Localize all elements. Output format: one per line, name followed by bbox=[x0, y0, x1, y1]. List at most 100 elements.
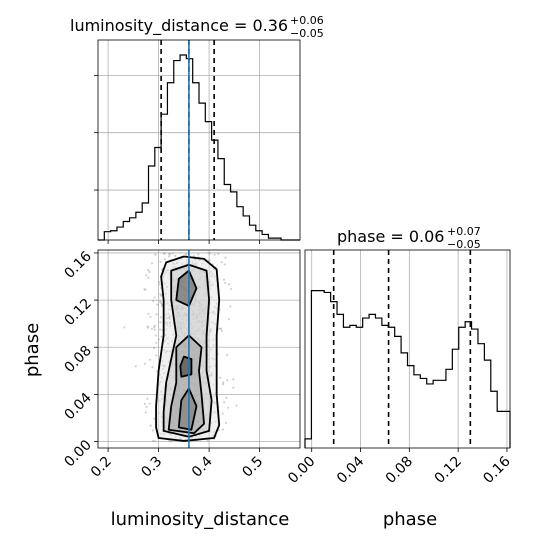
sample-point bbox=[160, 294, 163, 297]
sample-point bbox=[153, 347, 156, 350]
sample-point bbox=[224, 281, 227, 285]
sample-point bbox=[147, 269, 150, 272]
x-tick-label: 0.16 bbox=[480, 453, 513, 486]
sample-point bbox=[159, 328, 162, 331]
sample-point bbox=[154, 334, 157, 337]
sample-point bbox=[219, 376, 222, 379]
sample-point bbox=[225, 353, 229, 356]
phase-histogram-panel: 0.00 0.04 0.08 0.12 0.16 phase = 0.06 +0.07 … bbox=[285, 225, 514, 530]
sample-point bbox=[144, 288, 147, 291]
sample-point bbox=[229, 305, 232, 308]
sample-point bbox=[224, 256, 227, 259]
sample-point bbox=[148, 402, 151, 405]
sample-point bbox=[218, 327, 222, 330]
sample-point bbox=[160, 303, 164, 306]
sample-point bbox=[150, 327, 154, 331]
x-tick-label: 0.5 bbox=[239, 454, 266, 481]
x-tick-label: 0.3 bbox=[138, 454, 165, 481]
sample-point bbox=[159, 293, 162, 296]
phase-histogram-line bbox=[304, 290, 511, 448]
ld-hist-ticks bbox=[94, 74, 261, 244]
sample-point bbox=[134, 365, 137, 368]
sample-point bbox=[226, 379, 229, 382]
sample-point bbox=[150, 262, 154, 265]
sample-point bbox=[221, 428, 225, 431]
y-tick-label: 0.04 bbox=[61, 390, 94, 423]
sample-point bbox=[148, 358, 152, 361]
sample-point bbox=[219, 327, 222, 330]
sample-point bbox=[143, 288, 146, 291]
contour-line bbox=[179, 355, 193, 378]
credible-contours bbox=[155, 255, 221, 442]
sample-point bbox=[168, 253, 171, 256]
sample-point bbox=[156, 303, 159, 306]
sample-point bbox=[157, 338, 160, 341]
contour-line bbox=[175, 269, 198, 307]
y-tick-label: 0.12 bbox=[61, 296, 94, 329]
sample-point bbox=[153, 296, 156, 299]
sample-point bbox=[151, 429, 155, 432]
sample-point bbox=[217, 252, 220, 255]
sample-point bbox=[174, 254, 177, 257]
sample-point bbox=[147, 276, 150, 279]
sample-point bbox=[206, 439, 209, 442]
x-tick-label: 0.12 bbox=[432, 454, 465, 487]
contour-ylabel: phase bbox=[22, 323, 43, 377]
sample-point bbox=[158, 281, 161, 284]
sample-point bbox=[227, 406, 230, 409]
sample-point bbox=[232, 378, 235, 381]
ld-title-text: luminosity_distance = 0.36 bbox=[70, 16, 288, 36]
sample-point bbox=[151, 366, 154, 369]
density-fill bbox=[176, 270, 197, 306]
sample-point bbox=[163, 258, 166, 261]
x-tick-label: 0.00 bbox=[285, 454, 318, 487]
sample-point bbox=[153, 328, 156, 331]
sample-point bbox=[154, 253, 157, 256]
phase-quantile-lines bbox=[332, 250, 472, 448]
sample-point bbox=[163, 252, 166, 255]
sample-point bbox=[223, 401, 226, 404]
phase-title: phase = 0.06 bbox=[337, 227, 444, 246]
sample-point bbox=[151, 439, 155, 442]
contour-xlabel: luminosity_distance bbox=[111, 509, 290, 530]
sample-point bbox=[208, 259, 211, 262]
sample-point bbox=[225, 396, 228, 399]
y-tick-label: 0.16 bbox=[61, 248, 94, 281]
sample-point bbox=[159, 260, 162, 263]
sample-point bbox=[171, 252, 174, 255]
sample-point bbox=[169, 440, 172, 443]
sample-point bbox=[197, 253, 200, 256]
sample-point bbox=[158, 283, 161, 286]
sample-point bbox=[184, 252, 187, 256]
sample-point bbox=[159, 300, 162, 303]
ld-title-minus: −0.05 bbox=[290, 27, 324, 40]
sample-point bbox=[220, 329, 224, 332]
sample-point bbox=[151, 299, 155, 303]
sample-point bbox=[227, 283, 231, 286]
phase-title-text: phase = 0.06 bbox=[337, 227, 444, 246]
x-tick-label: 0.2 bbox=[88, 454, 115, 481]
sample-point bbox=[227, 318, 230, 321]
sample-point bbox=[146, 326, 150, 329]
sample-point bbox=[153, 324, 156, 327]
sample-point bbox=[235, 404, 238, 407]
sample-point bbox=[153, 440, 157, 443]
sample-point bbox=[145, 274, 148, 277]
sample-point bbox=[222, 383, 225, 386]
contour-line bbox=[167, 334, 205, 435]
sample-point bbox=[148, 270, 151, 273]
sample-point bbox=[222, 278, 226, 281]
sample-point bbox=[223, 263, 226, 266]
phase-xlabel: phase bbox=[383, 509, 437, 530]
ld-phase-contour-panel: 0.2 0.3 0.4 0.5 0.00 0.04 0.08 0.12 0.16 luminos… bbox=[22, 248, 301, 530]
sample-point bbox=[209, 252, 212, 255]
sample-point bbox=[224, 421, 228, 425]
sample-point bbox=[221, 412, 224, 415]
phase-hist-ticks: 0.00 0.04 0.08 0.12 0.16 bbox=[285, 448, 514, 487]
sample-point bbox=[143, 402, 146, 405]
x-tick-label: 0.04 bbox=[334, 453, 367, 486]
sample-point bbox=[213, 253, 216, 256]
sample-point bbox=[167, 255, 171, 258]
y-tick-label: 0.08 bbox=[61, 343, 94, 376]
